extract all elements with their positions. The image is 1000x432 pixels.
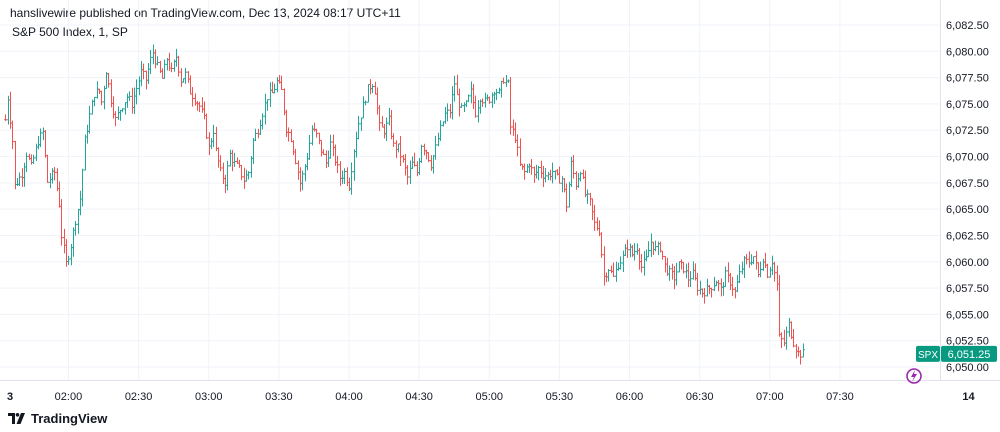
- x-tick-label: 06:30: [686, 391, 714, 403]
- x-tick-label: 02:00: [55, 391, 83, 403]
- price-badge-symbol: SPX: [918, 350, 938, 361]
- x-tick-label: 04:30: [405, 391, 433, 403]
- price-badge-symbol-bg: [916, 345, 940, 362]
- x-tick-label: 03:30: [265, 391, 293, 403]
- y-tick-label: 6,062.50: [946, 230, 989, 242]
- x-tick-label: 06:00: [616, 391, 644, 403]
- x-tick-label: 03:00: [195, 391, 223, 403]
- x-tick-label: 07:30: [826, 391, 854, 403]
- y-tick-label: 6,082.50: [946, 20, 989, 32]
- x-tick-label: 05:00: [475, 391, 503, 403]
- price-axis[interactable]: 6,050.00 6,052.50 6,055.00 6,057.50 6,060.00…: [946, 20, 989, 374]
- lightning-alert-icon[interactable]: [906, 368, 922, 384]
- x-tick-label: 07:00: [756, 391, 784, 403]
- tradingview-icon: [8, 413, 25, 424]
- ohlc-bars: [4, 44, 805, 365]
- x-tick-label: 05:30: [546, 391, 574, 403]
- chart-grid: [0, 0, 940, 380]
- y-tick-label: 6,072.50: [946, 125, 989, 137]
- y-tick-label: 6,080.00: [946, 46, 989, 58]
- price-badge-value: 6,051.25: [948, 349, 991, 361]
- y-tick-label: 6,055.00: [946, 309, 989, 321]
- y-tick-label: 6,060.00: [946, 257, 989, 269]
- x-tick-label: 02:30: [125, 391, 153, 403]
- y-tick-label: 6,070.00: [946, 152, 989, 164]
- chart-symbol-title: S&P 500 Index, 1, SP: [12, 25, 128, 39]
- tradingview-wordmark: TradingView: [31, 411, 108, 426]
- y-tick-label: 6,050.00: [946, 362, 989, 374]
- y-tick-label: 6,052.50: [946, 336, 989, 348]
- y-tick-label: 6,077.50: [946, 73, 989, 85]
- time-axis[interactable]: 3 02:00 02:30 03:00 03:30 04:00 04:30 05:00 05:3…: [0, 0, 1000, 403]
- tradingview-logo[interactable]: TradingView: [8, 411, 107, 426]
- y-tick-label: 6,075.00: [946, 99, 989, 111]
- y-tick-label: 6,057.50: [946, 283, 989, 295]
- y-tick-label: 6,065.00: [946, 204, 989, 216]
- y-tick-label: 6,067.50: [946, 178, 989, 190]
- publisher-line: hanslivewire published on TradingView.co…: [10, 6, 401, 20]
- last-price-badge: SPX 6,051.25: [916, 345, 997, 362]
- price-badge-value-bg: [941, 345, 997, 362]
- x-tick-label: 3: [7, 391, 13, 403]
- x-tick-label: 14: [962, 391, 975, 403]
- x-tick-label: 04:00: [335, 391, 363, 403]
